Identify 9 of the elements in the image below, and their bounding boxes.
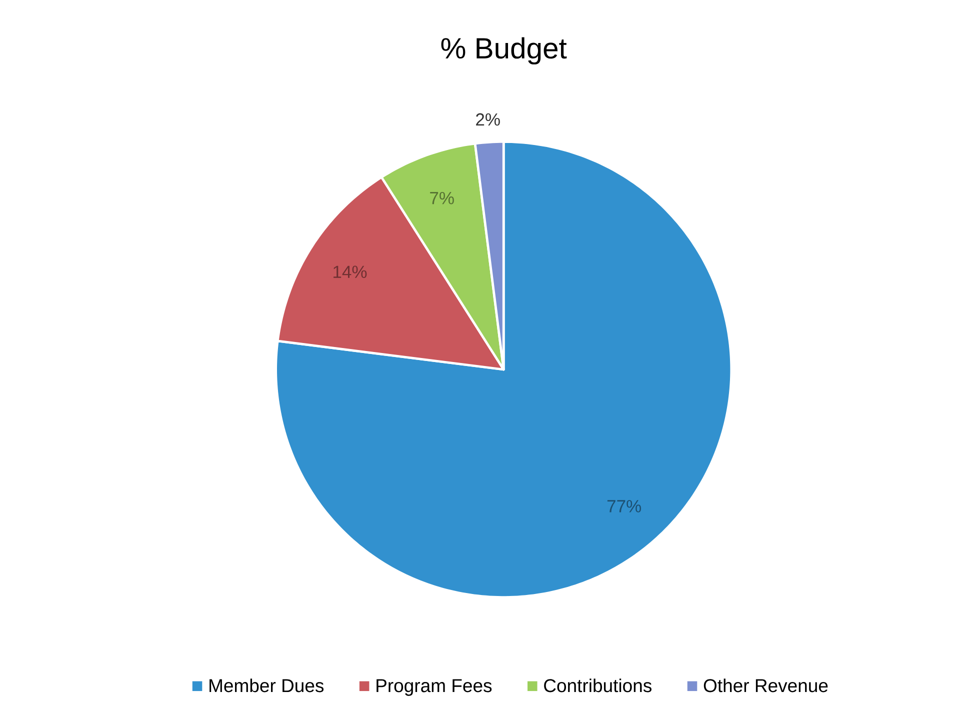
data-label: 7% [430,192,454,204]
data-label: 77% [607,500,642,512]
data-label: 2% [476,113,500,126]
legend-label: Program Fees [376,679,492,696]
legend-label: Member Dues [210,678,324,692]
chart-title: % Budget [441,37,567,64]
legend-label: Contributions [544,678,652,692]
legend-label: Other Revenue [704,678,828,692]
data-label: 14% [334,266,367,278]
